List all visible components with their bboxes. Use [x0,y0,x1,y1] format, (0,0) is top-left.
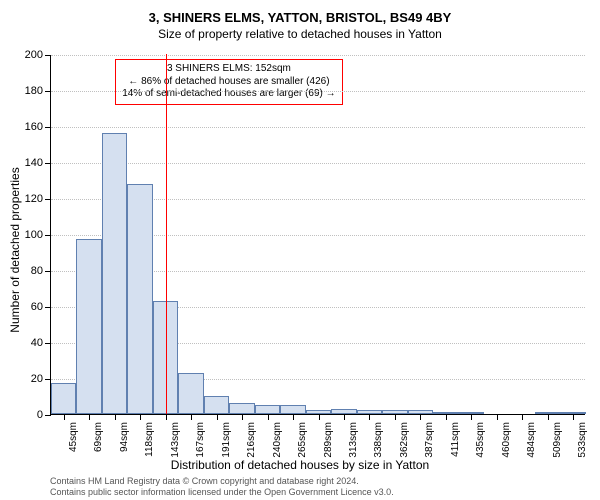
y-tick [45,343,51,344]
gridline [51,91,585,92]
histogram-bar [229,403,254,414]
reference-line [166,54,167,414]
x-tick [293,414,294,420]
x-tick [369,414,370,420]
footer-attribution: Contains HM Land Registry data © Crown c… [50,476,394,498]
x-tick [471,414,472,420]
x-tick-label: 45sqm [68,422,79,452]
footer-line2: Contains public sector information licen… [50,487,394,498]
x-tick-label: 167sqm [195,422,206,458]
y-tick [45,379,51,380]
x-tick-label: 533sqm [577,422,588,458]
annotation-line3: 14% of semi-detached houses are larger (… [122,88,335,101]
y-tick-label: 140 [25,157,43,169]
plot-area: 3 SHINERS ELMS: 152sqm ← 86% of detached… [50,55,585,415]
x-tick [446,414,447,420]
x-tick-label: 313sqm [348,422,359,458]
x-tick-label: 509sqm [552,422,563,458]
x-tick [344,414,345,420]
x-tick [319,414,320,420]
y-tick [45,235,51,236]
x-tick-label: 216sqm [246,422,257,458]
y-tick-label: 200 [25,49,43,61]
x-tick-label: 435sqm [475,422,486,458]
x-tick-label: 411sqm [450,422,461,457]
x-tick-label: 460sqm [501,422,512,458]
histogram-bar [178,373,203,414]
y-tick [45,163,51,164]
annotation-box: 3 SHINERS ELMS: 152sqm ← 86% of detached… [115,59,342,105]
x-tick [89,414,90,420]
x-tick-label: 240sqm [272,422,283,458]
x-tick [395,414,396,420]
y-tick [45,415,51,416]
x-tick-label: 362sqm [399,422,410,458]
x-tick [573,414,574,420]
x-tick [166,414,167,420]
histogram-bar [280,405,305,414]
histogram-bar [51,383,76,414]
x-tick [548,414,549,420]
y-tick-label: 180 [25,85,43,97]
annotation-line1: 3 SHINERS ELMS: 152sqm [122,63,335,76]
x-tick-label: 69sqm [93,422,104,452]
x-tick [217,414,218,420]
gridline [51,163,585,164]
y-tick [45,271,51,272]
x-tick [268,414,269,420]
y-tick-label: 80 [31,265,43,277]
footer-line1: Contains HM Land Registry data © Crown c… [50,476,394,487]
histogram-bar [76,239,101,414]
histogram-bar [255,405,280,414]
y-tick-label: 20 [31,373,43,385]
y-tick-label: 60 [31,301,43,313]
y-tick-label: 100 [25,229,43,241]
x-tick-label: 118sqm [144,422,155,457]
x-tick-label: 484sqm [526,422,537,458]
histogram-bar [102,133,127,414]
y-tick-label: 0 [37,409,43,421]
x-tick-label: 143sqm [170,422,181,458]
x-tick [140,414,141,420]
x-tick-label: 265sqm [297,422,308,458]
y-tick-label: 120 [25,193,43,205]
x-tick-label: 94sqm [119,422,130,452]
x-tick-label: 191sqm [221,422,232,458]
x-tick [115,414,116,420]
x-tick [191,414,192,420]
x-tick [497,414,498,420]
histogram-chart: 3, SHINERS ELMS, YATTON, BRISTOL, BS49 4… [0,0,600,500]
y-tick [45,127,51,128]
x-tick [420,414,421,420]
y-axis-title: Number of detached properties [8,167,22,332]
x-axis-title: Distribution of detached houses by size … [0,458,600,472]
chart-title: 3, SHINERS ELMS, YATTON, BRISTOL, BS49 4… [0,0,600,25]
y-tick-label: 40 [31,337,43,349]
x-tick-label: 387sqm [424,422,435,458]
y-tick [45,55,51,56]
histogram-bar [127,184,152,414]
x-tick [522,414,523,420]
y-tick [45,199,51,200]
chart-subtitle: Size of property relative to detached ho… [0,25,600,41]
y-tick [45,307,51,308]
y-tick [45,91,51,92]
gridline [51,127,585,128]
x-tick [64,414,65,420]
x-tick-label: 289sqm [323,422,334,458]
annotation-line2: ← 86% of detached houses are smaller (42… [122,76,335,89]
x-tick-label: 338sqm [373,422,384,458]
histogram-bar [204,396,229,414]
y-tick-label: 160 [25,121,43,133]
x-tick [242,414,243,420]
gridline [51,55,585,56]
